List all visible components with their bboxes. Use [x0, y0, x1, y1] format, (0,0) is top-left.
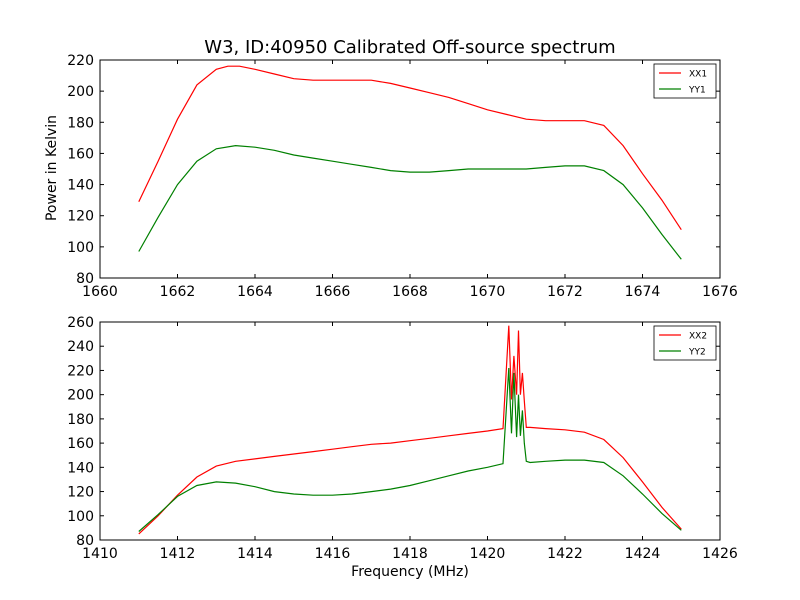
- y-tick-label: 100: [67, 240, 94, 256]
- series-line-xx2: [138, 325, 682, 535]
- y-tick-label: 140: [67, 178, 94, 194]
- y-axis-label: Power in Kelvin: [44, 115, 60, 221]
- x-tick-label: 1412: [160, 546, 196, 562]
- y-tick-label: 160: [67, 436, 94, 452]
- x-tick-label: 1660: [82, 284, 118, 300]
- legend-label: XX1: [689, 70, 707, 80]
- y-tick-label: 200: [67, 84, 94, 100]
- y-tick-label: 240: [67, 339, 94, 355]
- legend-label: XX2: [689, 332, 707, 342]
- y-tick-label: 120: [67, 485, 94, 501]
- series-line-yy2: [138, 367, 682, 532]
- x-axis-label: Frequency (MHz): [351, 564, 469, 580]
- x-tick-label: 1662: [160, 284, 196, 300]
- y-tick-label: 220: [67, 53, 94, 69]
- y-tick-label: 220: [67, 363, 94, 379]
- series-line-yy1: [138, 144, 682, 260]
- y-tick-label: 260: [67, 315, 94, 331]
- x-tick-label: 1666: [315, 284, 351, 300]
- y-tick-label: 80: [76, 271, 94, 287]
- x-tick-label: 1414: [237, 546, 273, 562]
- legend-box: [653, 325, 717, 361]
- y-tick-label: 180: [67, 412, 94, 428]
- legend-box: [653, 63, 717, 99]
- series-line-xx1: [138, 65, 682, 231]
- x-tick-label: 1664: [237, 284, 273, 300]
- top-plot: 1660 1662 1664 1666 1668 1670 1672 1674 1676 80 10…: [67, 53, 738, 300]
- x-tick-label: 1416: [315, 546, 351, 562]
- x-tick-label: 1674: [625, 284, 661, 300]
- x-tick-label: 1418: [392, 546, 428, 562]
- x-tick-label: 1410: [82, 546, 118, 562]
- y-tick-label: 140: [67, 460, 94, 476]
- y-tick-label: 180: [67, 115, 94, 131]
- x-tick-label: 1668: [392, 284, 428, 300]
- x-tick-label: 1420: [470, 546, 506, 562]
- legend: XX1 YY1: [653, 63, 717, 99]
- legend-label: YY1: [688, 86, 706, 96]
- x-tick-label: 1670: [470, 284, 506, 300]
- y-tick-label: 200: [67, 388, 94, 404]
- x-tick-label: 1426: [702, 546, 738, 562]
- x-tick-label: 1676: [702, 284, 738, 300]
- y-tick-label: 80: [76, 533, 94, 549]
- y-tick-label: 120: [67, 209, 94, 225]
- x-tick-label: 1424: [625, 546, 661, 562]
- legend: XX2 YY2: [653, 325, 717, 361]
- y-tick-label: 100: [67, 509, 94, 525]
- legend-label: YY2: [688, 348, 706, 358]
- x-tick-label: 1672: [547, 284, 583, 300]
- chart-title: W3, ID:40950 Calibrated Off-source spect…: [204, 37, 615, 58]
- y-tick-label: 160: [67, 146, 94, 162]
- x-tick-label: 1422: [547, 546, 583, 562]
- bottom-plot: 1410 1412 1414 1416 1418 1420 1422 1424 1426 80 10…: [67, 315, 738, 562]
